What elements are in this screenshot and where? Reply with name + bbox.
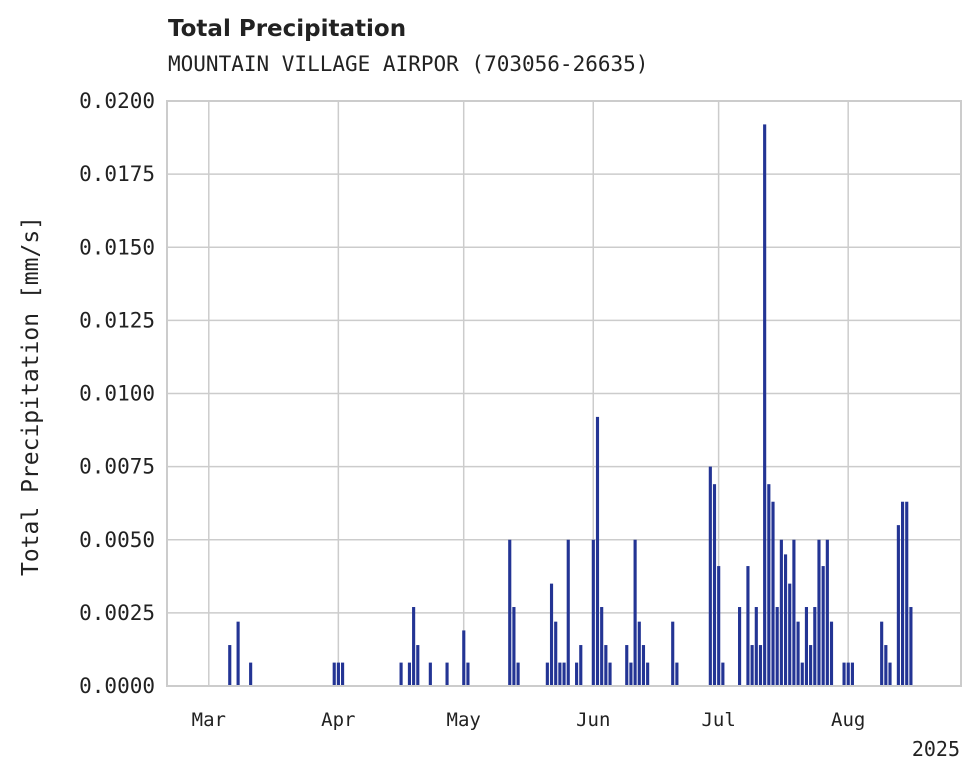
precipitation-bar <box>804 607 809 686</box>
precipitation-bar <box>905 501 909 686</box>
x-tick-label: Apr <box>321 709 355 731</box>
x-tick-label: Jun <box>576 709 610 731</box>
precipitation-bar <box>412 607 416 686</box>
precipitation-bar <box>562 662 566 686</box>
precipitation-bar <box>813 607 817 686</box>
precipitation-bar <box>575 662 579 686</box>
precipitation-bar <box>825 539 829 686</box>
precipitation-bar <box>549 583 554 686</box>
precipitation-bar <box>428 662 432 686</box>
precipitation-bar <box>341 662 345 686</box>
precipitation-bar <box>608 662 612 686</box>
precipitation-bar <box>746 566 750 686</box>
grid-lines <box>167 100 961 687</box>
precipitation-bar <box>646 662 650 686</box>
precipitation-bar <box>775 607 779 686</box>
chart-title: Total Precipitation <box>168 16 407 42</box>
precipitation-bar <box>750 645 754 686</box>
precipitation-bar <box>566 539 570 686</box>
precipitation-bar <box>675 662 679 686</box>
precipitation-bar <box>508 539 512 686</box>
precipitation-bar <box>796 621 800 686</box>
precipitation-bar <box>779 539 783 686</box>
precipitation-bar <box>579 645 583 686</box>
y-tick-label: 0.0025 <box>79 601 155 625</box>
precipitation-bar <box>829 621 834 686</box>
precipitation-bar <box>850 662 854 686</box>
precipitation-bar <box>332 662 336 686</box>
x-axis-year-label: 2025 <box>912 737 960 761</box>
precipitation-bar <box>516 662 520 686</box>
precipitation-bar <box>758 645 763 686</box>
y-tick-label: 0.0000 <box>79 674 155 698</box>
precipitation-bar <box>888 662 892 686</box>
precipitation-bar <box>800 662 804 686</box>
precipitation-bar <box>633 539 637 686</box>
precipitation-bar <box>817 539 821 686</box>
precipitation-bar <box>708 466 712 686</box>
precipitation-bar <box>629 662 633 686</box>
x-tick-labels: Mar Apr May Jun Jul Aug <box>192 709 866 731</box>
precipitation-bar <box>554 621 558 686</box>
y-tick-label: 0.0175 <box>79 162 155 186</box>
y-tick-labels: 0.0000 0.0025 0.0050 0.0075 0.0100 0.0125 0.01… <box>79 89 155 698</box>
precipitation-bar <box>558 662 562 686</box>
precipitation-bar <box>466 662 470 686</box>
precipitation-bar <box>721 662 725 686</box>
precipitation-bar <box>783 554 788 686</box>
y-tick-label: 0.0200 <box>79 89 155 113</box>
precipitation-bar <box>249 662 253 686</box>
precipitation-bar <box>228 645 232 686</box>
precipitation-bar <box>809 645 813 686</box>
y-tick-label: 0.0125 <box>79 308 155 332</box>
precipitation-bar <box>788 583 792 686</box>
precipitation-bar <box>336 662 340 686</box>
precipitation-bar <box>416 645 420 686</box>
precipitation-bar <box>900 501 905 686</box>
precipitation-bar <box>462 630 466 686</box>
x-tick-label: Jul <box>701 709 735 731</box>
precipitation-bar <box>545 662 549 686</box>
precipitation-bar <box>846 662 850 686</box>
precipitation-bar <box>399 662 403 686</box>
y-tick-label: 0.0150 <box>79 235 155 259</box>
precipitation-bar <box>236 621 240 686</box>
plot-frame <box>166 100 962 687</box>
precipitation-bar <box>771 501 775 686</box>
precipitation-bar <box>909 607 913 686</box>
precipitation-bar <box>637 621 641 686</box>
precipitation-bar <box>754 607 758 686</box>
precipitation-bar <box>671 621 675 686</box>
y-tick-label: 0.0100 <box>79 382 155 406</box>
chart-subtitle: MOUNTAIN VILLAGE AIRPOR (703056-26635) <box>168 52 649 76</box>
precipitation-bar <box>884 645 888 686</box>
precipitation-bar <box>591 539 595 686</box>
precipitation-bar <box>604 645 608 686</box>
y-tick-label: 0.0075 <box>79 455 155 479</box>
precipitation-bars <box>228 124 913 686</box>
precipitation-bar <box>712 484 717 686</box>
precipitation-bar <box>896 525 900 686</box>
precipitation-bar <box>767 484 771 686</box>
y-tick-label: 0.0050 <box>79 528 155 552</box>
x-tick-label: Mar <box>192 709 226 731</box>
precipitation-bar <box>738 607 742 686</box>
precipitation-bar <box>600 607 604 686</box>
precipitation-bar <box>445 662 449 686</box>
x-tick-label: May <box>447 709 481 731</box>
precipitation-bar <box>625 645 629 686</box>
precipitation-bar <box>512 607 516 686</box>
precipitation-bar <box>641 645 646 686</box>
precipitation-bar <box>595 416 600 686</box>
precipitation-bar <box>792 539 796 686</box>
precipitation-bar <box>717 566 721 686</box>
precipitation-bar <box>821 566 825 686</box>
precipitation-bar <box>842 662 846 686</box>
precipitation-bar <box>407 662 412 686</box>
precipitation-bar <box>880 621 884 686</box>
y-axis-label: Total Precipitation [mm/s] <box>18 216 44 576</box>
x-tick-label: Aug <box>831 709 865 731</box>
precipitation-bar <box>763 124 767 686</box>
